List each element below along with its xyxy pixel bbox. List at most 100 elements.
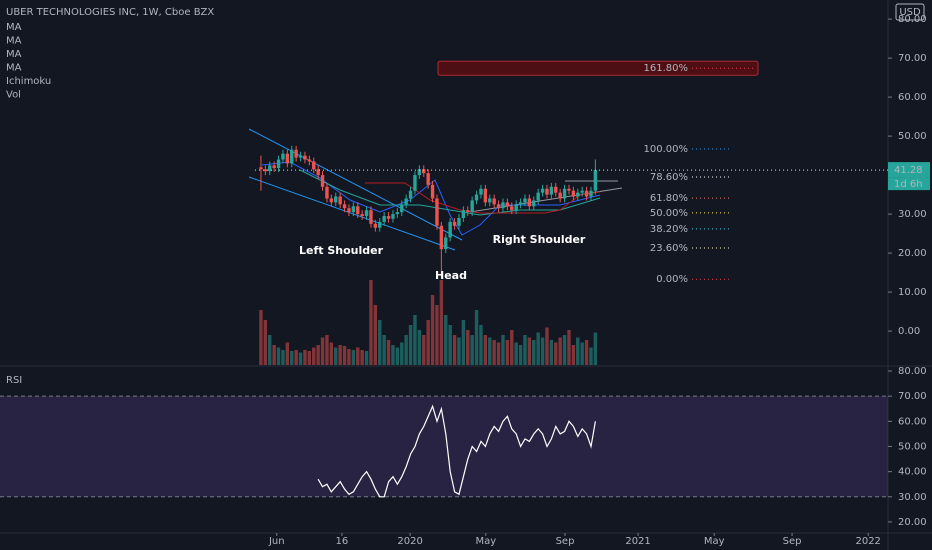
y-tick-label: 30.00 (898, 209, 927, 220)
candle-body (567, 188, 571, 191)
candle-body (329, 198, 334, 203)
x-tick-label: 2021 (625, 536, 650, 547)
volume-bar (268, 335, 272, 365)
price-tag (888, 162, 930, 178)
x-tick-label: May (475, 536, 496, 547)
y-tick-label: 10.00 (898, 287, 927, 298)
candle-body (527, 198, 532, 207)
volume-bar (400, 342, 404, 365)
volume-bar (356, 347, 360, 365)
volume-bar (479, 325, 483, 365)
y-tick-label: 20.00 (898, 248, 927, 259)
volume-bar (342, 346, 347, 365)
volume-bar (523, 335, 527, 365)
volume-bar (558, 337, 562, 365)
y-tick-label: 20.00 (898, 517, 927, 528)
annotation: Left Shoulder (299, 244, 384, 257)
volume-bar (408, 325, 413, 365)
channel-line (248, 176, 456, 251)
volume-bar (316, 345, 320, 365)
candle-body (351, 206, 356, 213)
volume-bar (562, 335, 567, 365)
candle-body (347, 208, 351, 213)
candle-body (496, 204, 501, 209)
volume-bar (514, 342, 518, 365)
candle-body (584, 190, 589, 197)
volume-bar (263, 320, 268, 365)
candle-body (540, 188, 545, 193)
volume-bar (474, 310, 479, 365)
volume-bar (382, 335, 386, 365)
candle-body (382, 216, 386, 222)
volume-bar (580, 342, 584, 365)
legend-item: MA (6, 63, 22, 74)
x-tick-label: Sep (783, 536, 802, 547)
volume-bar (307, 351, 312, 365)
volume-bar (540, 337, 545, 365)
volume-bar (470, 335, 474, 365)
volume-bar (444, 315, 448, 365)
candle-body (378, 221, 382, 228)
ma-line (299, 169, 601, 216)
candle-body (457, 217, 461, 226)
fib-label: 0.00% (656, 274, 688, 285)
candle-body (554, 186, 558, 193)
legend-item: Vol (6, 90, 21, 101)
candle-body (342, 204, 347, 209)
volume-bar (395, 347, 400, 365)
volume-bar (505, 340, 510, 365)
y-tick-label: 40.00 (898, 467, 927, 478)
countdown-tag (888, 177, 930, 191)
annotation: Right Shoulder (493, 233, 586, 246)
candle-body (395, 212, 400, 215)
y-tick-label: 0.00 (898, 326, 920, 337)
volume-bar (452, 335, 457, 365)
candle-body (589, 190, 593, 197)
candle-body (373, 223, 378, 228)
candle-body (426, 173, 430, 185)
legend-item: Ichimoku (6, 76, 51, 87)
volume-bar (378, 320, 382, 365)
candle-body (294, 149, 298, 158)
chart-title: UBER TECHNOLOGIES INC, 1W, Cboe BZX (6, 7, 214, 18)
volume-bar (518, 345, 523, 365)
candle-body (505, 202, 510, 207)
volume-bar (285, 342, 290, 365)
candle-body (444, 237, 448, 250)
candle-body (492, 198, 496, 205)
candle-body (545, 188, 549, 195)
candle-body (338, 196, 342, 205)
candle-body (523, 198, 527, 203)
volume-bar (466, 330, 470, 365)
x-tick-label: May (704, 536, 725, 547)
candle-body (268, 165, 272, 172)
y-tick-label: 60.00 (898, 92, 927, 103)
volume-bar (294, 350, 298, 365)
candle-body (549, 186, 554, 195)
volume-bar (576, 337, 580, 365)
volume-bar (334, 347, 338, 365)
candle-body (290, 149, 294, 164)
candle-body (364, 210, 369, 217)
countdown-label: 1d 6h (894, 179, 923, 190)
candle-body (518, 202, 523, 205)
candle-body (501, 202, 505, 209)
fib-label: 161.80% (644, 63, 689, 74)
candle-body (532, 200, 536, 207)
fib-label: 78.60% (650, 172, 688, 183)
volume-bar (338, 345, 342, 365)
candle-body (360, 214, 364, 217)
candle-body (417, 169, 422, 176)
candle-body (312, 161, 316, 170)
legend-item: MA (6, 36, 22, 47)
legend-item: MA (6, 49, 22, 60)
candle-body (536, 192, 540, 201)
volume-bar (430, 295, 435, 365)
y-tick-label: 70.00 (898, 53, 927, 64)
candle-body (386, 216, 391, 219)
volume-bar (435, 305, 439, 365)
annotation: Head (435, 269, 467, 282)
candle-body (562, 188, 567, 199)
volume-bar (259, 310, 263, 365)
